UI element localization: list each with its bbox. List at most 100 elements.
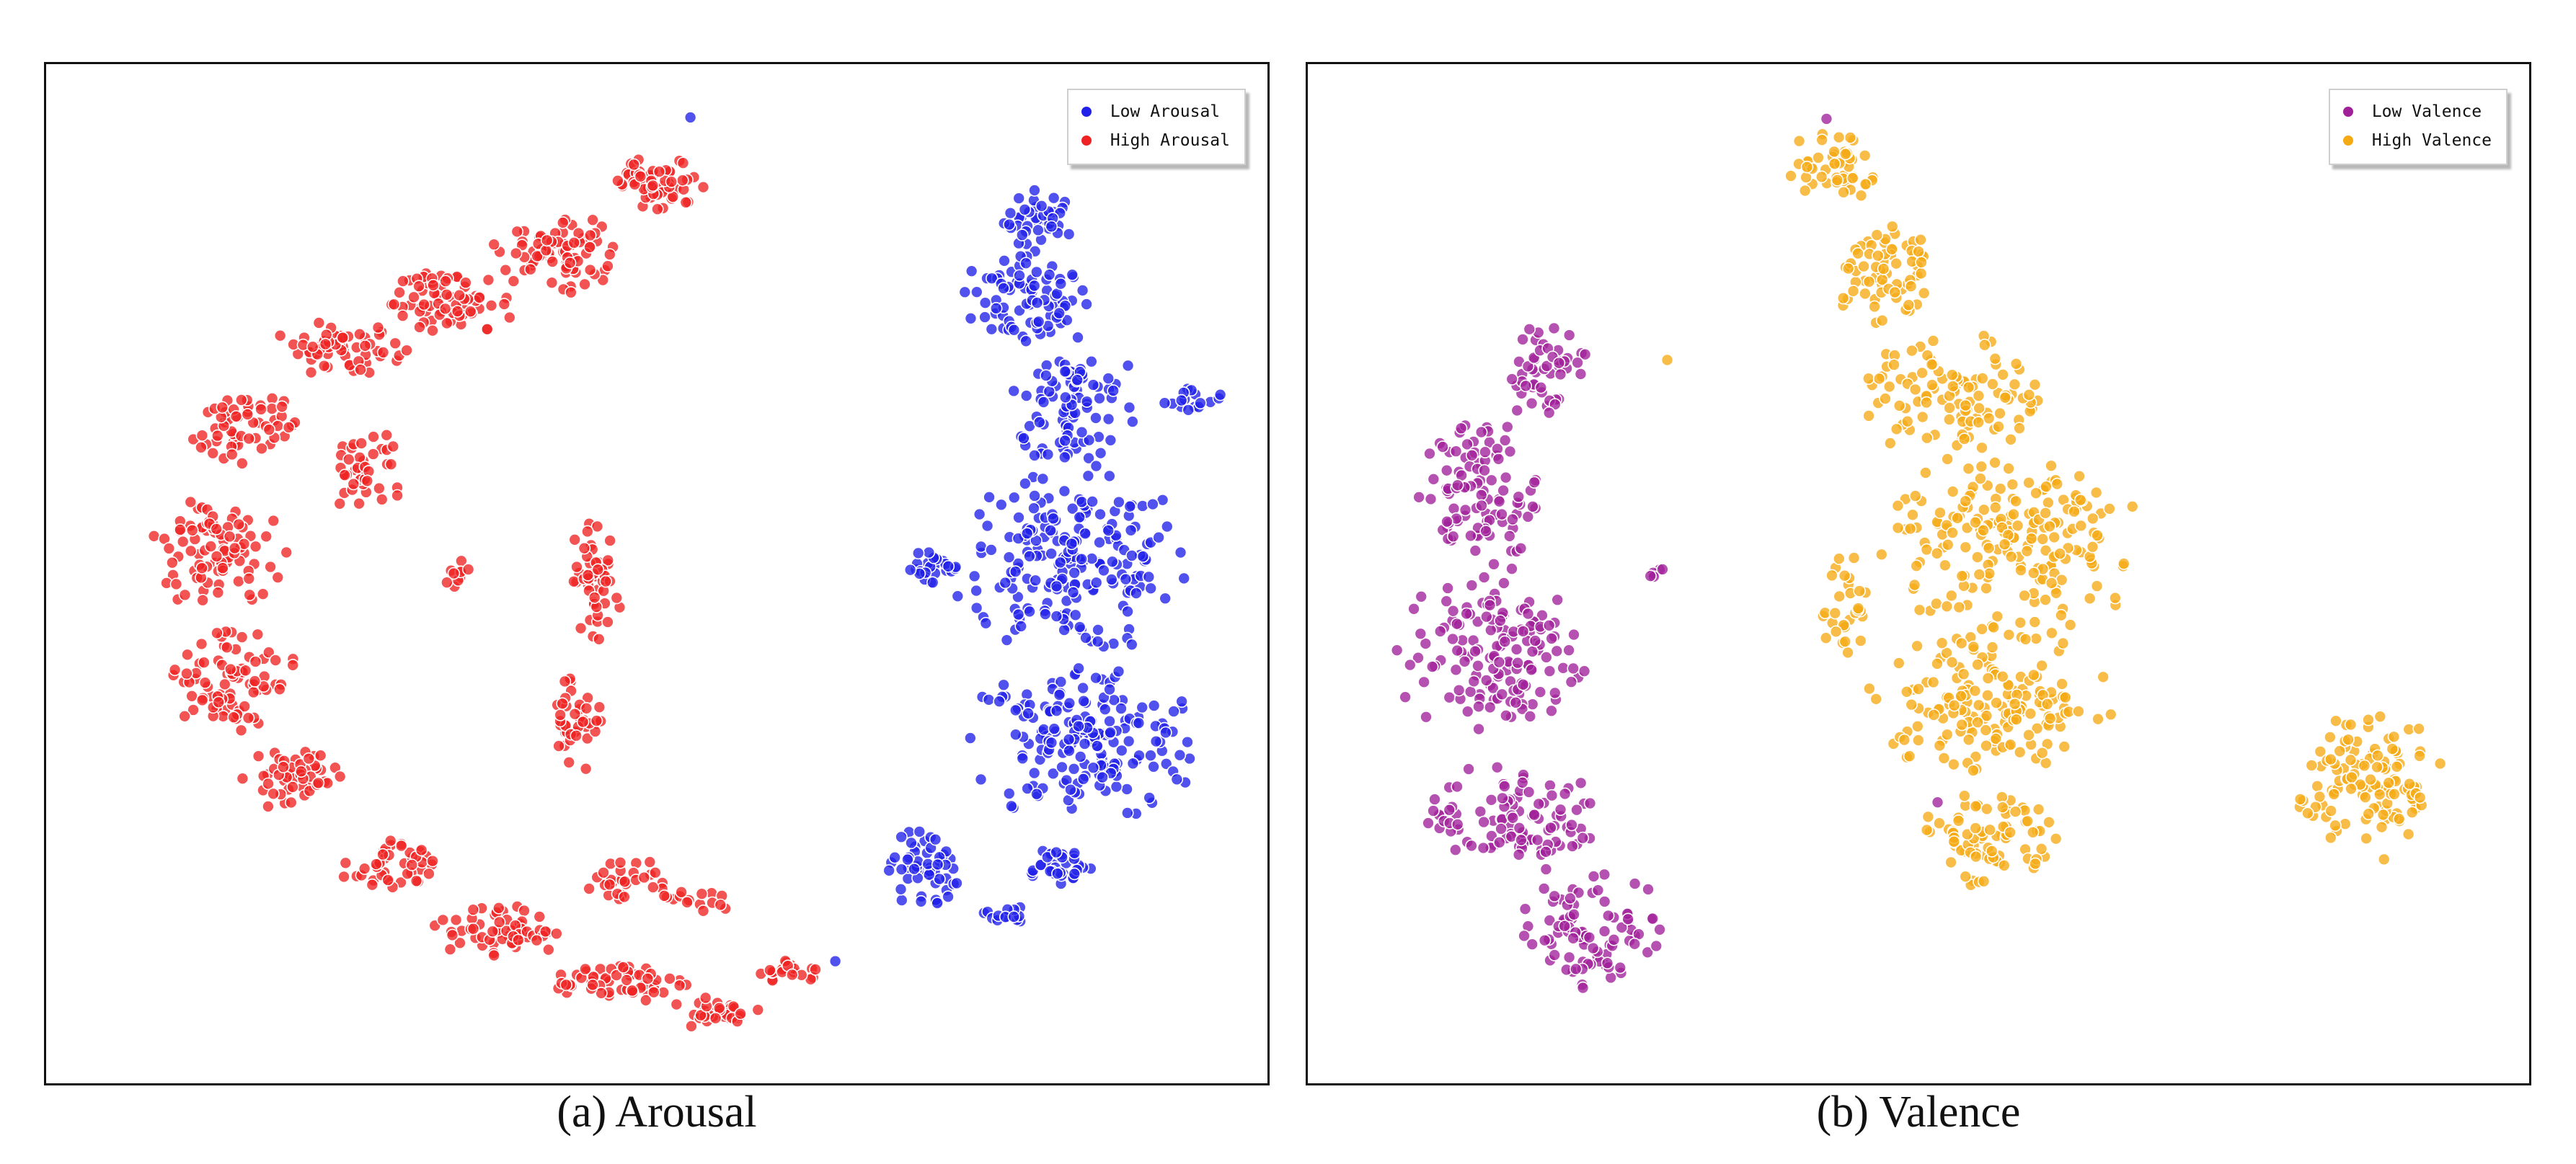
point-low-valence [1621,912,1634,926]
point-low-arousal [895,830,908,844]
point-high-arousal [473,291,486,304]
point-high-arousal [497,298,511,311]
point-high-valence [2333,745,2346,758]
point-high-arousal [286,659,299,672]
point-high-valence [2027,668,2040,682]
point-high-arousal [376,346,390,359]
point-high-arousal [229,410,243,423]
point-high-valence [2376,808,2390,822]
point-low-arousal [931,858,944,871]
point-high-valence [2026,826,2040,839]
point-low-valence [1505,562,1518,575]
point-low-arousal [1048,722,1061,735]
point-low-arousal [1047,512,1060,525]
point-high-valence [1833,552,1846,565]
point-high-valence [2405,806,2419,819]
point-high-arousal [568,707,582,721]
point-high-arousal [618,875,632,889]
point-high-valence [1917,286,1931,300]
point-high-valence [1870,228,1884,241]
point-high-valence [1885,220,1899,234]
point-high-arousal [228,541,242,555]
point-high-valence [1988,352,2002,365]
point-high-arousal [586,978,599,992]
point-high-arousal [518,904,531,918]
point-high-valence [1838,569,1851,582]
point-high-arousal [588,591,601,604]
point-low-valence [1412,651,1425,665]
point-low-valence [1598,868,1611,881]
point-low-arousal [1147,699,1161,712]
point-low-valence [1545,632,1558,645]
point-high-valence [1916,410,1929,424]
point-high-valence [2043,520,2056,533]
point-low-valence [1490,760,1504,774]
point-high-valence [2008,378,2022,391]
point-high-valence [1919,466,1932,479]
legend-label-high-arousal: High Arousal [1110,131,1230,150]
point-low-valence [1494,614,1507,627]
point-high-arousal [676,156,690,169]
point-high-valence [1940,600,1954,613]
point-low-arousal [1016,228,1029,241]
point-high-valence [1844,131,1857,144]
point-high-valence [1898,733,1911,747]
point-low-arousal [1033,416,1046,429]
point-low-valence [1570,803,1583,817]
point-high-valence [1934,506,1947,520]
point-low-valence [1427,804,1440,817]
point-low-arousal [1012,511,1025,524]
point-low-valence [1518,929,1531,943]
point-high-arousal [211,586,225,599]
point-high-arousal [196,593,209,607]
point-low-valence [1526,938,1539,951]
point-high-valence [2373,710,2387,723]
point-low-arousal [1028,449,1041,462]
point-low-arousal [1132,716,1146,729]
caption-valence: (b) Valence [1816,1088,2021,1137]
point-low-arousal [894,883,908,896]
point-low-valence [1472,700,1485,714]
point-high-arousal [618,890,631,904]
point-high-arousal [763,964,776,977]
point-high-valence [1812,151,1825,164]
point-high-valence [2045,626,2058,640]
point-high-arousal [353,327,366,341]
point-high-valence [1921,810,1935,824]
point-high-arousal [220,641,234,654]
point-low-arousal [1125,638,1138,652]
point-low-valence [1480,610,1493,623]
point-low-valence [1628,877,1642,890]
point-high-arousal [809,963,822,976]
point-low-arousal [1075,425,1089,439]
point-high-valence [2043,712,2057,725]
point-high-arousal [603,878,616,892]
point-high-valence [2092,712,2104,726]
point-high-valence [1943,401,1956,414]
point-high-arousal [440,288,453,301]
point-high-valence [2007,507,2020,521]
point-high-valence [2413,791,2427,804]
point-high-valence [2371,749,2384,763]
point-high-valence [2055,677,2068,690]
point-low-valence [1547,321,1561,335]
point-low-valence [1586,941,1600,955]
point-low-arousal [1079,631,1092,644]
point-high-valence [1962,733,1975,747]
point-high-valence [1981,689,1994,702]
point-high-valence [2056,636,2070,650]
point-high-valence [1815,133,1828,146]
legend-entry-low-arousal: Low Arousal [1081,97,1230,126]
point-high-valence [2009,494,2022,508]
point-high-arousal [734,1007,747,1021]
point-low-arousal [1073,621,1086,634]
point-high-arousal [367,430,380,443]
point-high-arousal [447,567,461,580]
point-low-arousal [1027,502,1040,515]
point-high-arousal [273,683,286,696]
point-low-valence [1542,619,1556,632]
point-high-arousal [427,278,440,292]
point-low-arousal [1050,579,1063,593]
point-high-valence [1908,489,1922,502]
point-high-valence [2002,628,2016,641]
